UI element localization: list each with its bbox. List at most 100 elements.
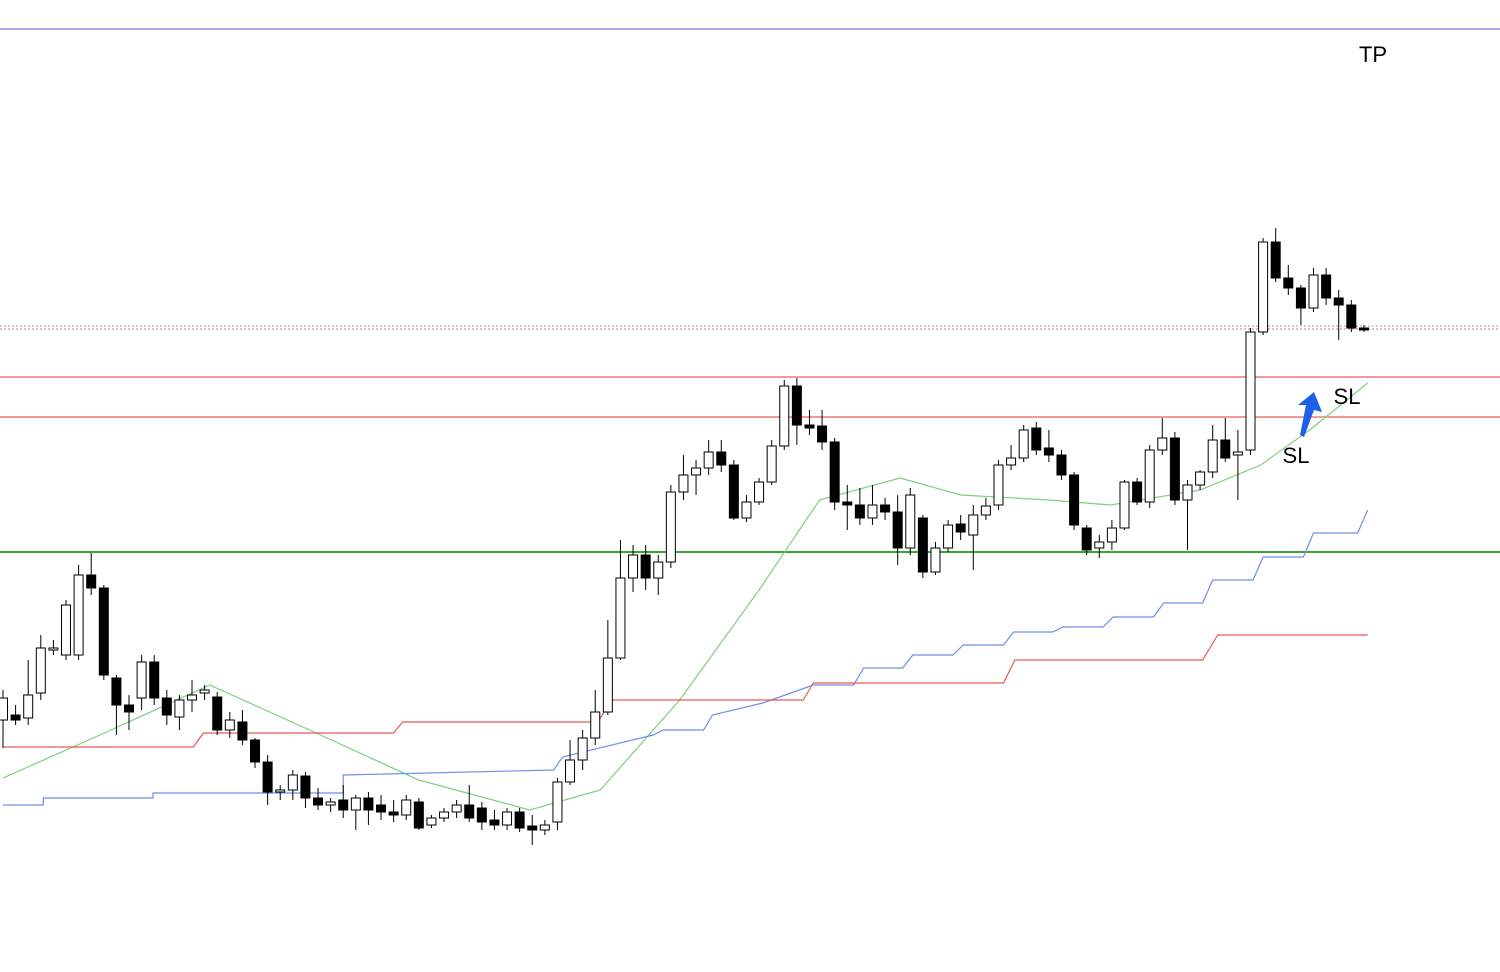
candle-body bbox=[754, 481, 765, 503]
candle-body bbox=[212, 696, 223, 731]
candle-body bbox=[48, 647, 59, 651]
candle-body bbox=[1333, 297, 1344, 306]
candle-body bbox=[1182, 484, 1193, 501]
candle-body bbox=[0, 697, 8, 721]
candle-body bbox=[779, 385, 790, 447]
candle-body bbox=[628, 554, 639, 579]
candle-body bbox=[363, 797, 374, 811]
candle-body bbox=[111, 677, 122, 706]
candle-body bbox=[250, 739, 261, 763]
candle-body bbox=[1270, 241, 1281, 279]
indicator-line bbox=[3, 634, 1368, 748]
candle-body bbox=[287, 774, 298, 791]
candle-body bbox=[451, 804, 462, 813]
candle-body bbox=[565, 759, 576, 783]
candle-body bbox=[1358, 327, 1369, 331]
candle-body bbox=[993, 464, 1004, 506]
candle-body bbox=[527, 825, 538, 831]
candle-body bbox=[1031, 427, 1042, 451]
candle-body bbox=[1144, 449, 1155, 503]
candle-body bbox=[577, 737, 588, 761]
candle-body bbox=[804, 424, 815, 429]
candle-body bbox=[1308, 274, 1319, 309]
candle-body bbox=[892, 511, 903, 549]
candle-body bbox=[716, 451, 727, 466]
candle-body bbox=[300, 775, 311, 799]
candle-body bbox=[476, 807, 487, 823]
candle-body bbox=[640, 554, 651, 579]
candle-body bbox=[653, 561, 664, 579]
candle-body bbox=[275, 789, 286, 793]
candle-body bbox=[388, 811, 399, 816]
candle-body bbox=[489, 819, 500, 826]
candle-body bbox=[61, 604, 72, 656]
candle-body bbox=[199, 689, 210, 694]
candle-body bbox=[943, 524, 954, 549]
candle-body bbox=[930, 547, 941, 573]
candle-body bbox=[917, 517, 928, 573]
candle-body bbox=[124, 704, 135, 713]
candle-body bbox=[1094, 541, 1105, 549]
indicator-lines bbox=[2, 382, 1369, 811]
candle-body bbox=[464, 804, 475, 819]
candle-body bbox=[1081, 527, 1092, 551]
candle-body bbox=[149, 661, 160, 699]
candle-body bbox=[10, 714, 21, 721]
indicator-line bbox=[3, 509, 1369, 806]
candle-body bbox=[98, 587, 109, 676]
candle-body bbox=[1119, 481, 1130, 529]
candle-body bbox=[1043, 447, 1054, 456]
candle-body bbox=[905, 494, 916, 549]
candle-body bbox=[350, 797, 361, 811]
candle-body bbox=[728, 464, 739, 519]
candle-body bbox=[1220, 439, 1231, 459]
candle-body bbox=[968, 514, 979, 536]
candle-body bbox=[426, 817, 437, 826]
candle-body bbox=[1169, 437, 1180, 501]
candle-body bbox=[817, 425, 828, 443]
level-lines bbox=[0, 28, 1500, 553]
candle-body bbox=[401, 799, 412, 816]
candle-body bbox=[1195, 471, 1206, 486]
candle-body bbox=[1295, 287, 1306, 309]
candle-body bbox=[338, 799, 349, 811]
candle-body bbox=[691, 467, 702, 476]
candle-body bbox=[1132, 481, 1143, 503]
arrow bbox=[1298, 392, 1322, 437]
candle-body bbox=[325, 801, 336, 806]
candle-body bbox=[73, 574, 84, 656]
candle-body bbox=[552, 781, 563, 823]
candle-body bbox=[224, 719, 235, 731]
candle-body bbox=[829, 441, 840, 503]
candle-body bbox=[1245, 331, 1256, 451]
candle-body bbox=[187, 694, 198, 701]
candle-body bbox=[1346, 304, 1357, 329]
candle-body bbox=[1283, 277, 1294, 289]
candle-body bbox=[376, 804, 387, 813]
candle-body bbox=[1106, 527, 1117, 543]
candle-body bbox=[854, 504, 865, 519]
candle-body bbox=[313, 797, 324, 806]
candle-body bbox=[174, 699, 185, 718]
candle-body bbox=[514, 811, 525, 829]
candle-body bbox=[678, 474, 689, 493]
candle-body bbox=[1018, 429, 1029, 459]
candle-body bbox=[615, 577, 626, 659]
candle-body bbox=[980, 505, 991, 516]
candle-body bbox=[1069, 474, 1080, 526]
candle-body bbox=[955, 523, 966, 533]
candle-body bbox=[136, 661, 147, 699]
indicator-line bbox=[2, 382, 1369, 811]
candle-body bbox=[1232, 451, 1243, 456]
candle-body bbox=[791, 385, 802, 426]
candle-body bbox=[703, 451, 714, 469]
candle-body bbox=[539, 824, 550, 831]
candle-body bbox=[237, 721, 248, 741]
candle-body bbox=[23, 694, 34, 719]
candle-body bbox=[1321, 274, 1332, 299]
candle-body bbox=[502, 811, 513, 826]
candle-body bbox=[665, 491, 676, 563]
candle-body bbox=[262, 761, 273, 793]
candle-body bbox=[1056, 454, 1067, 476]
